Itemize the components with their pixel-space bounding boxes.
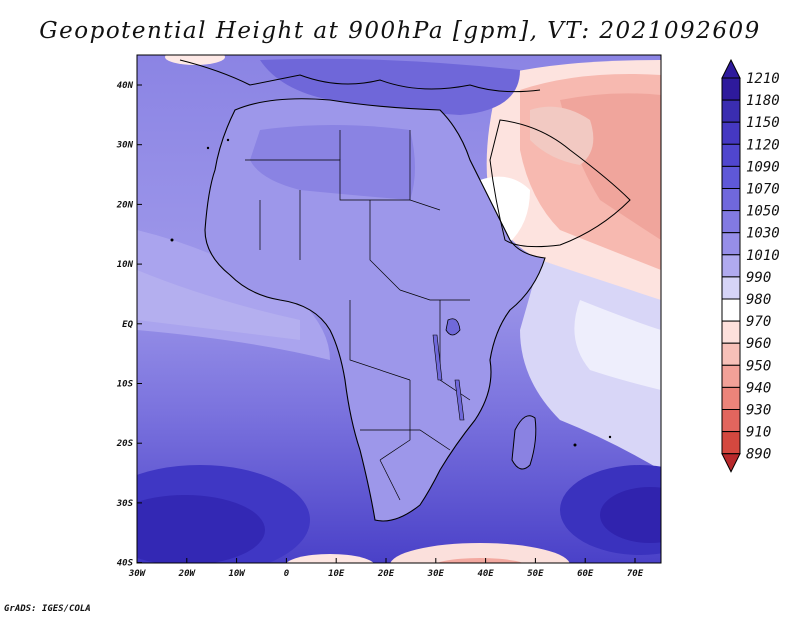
colorbar-swatch [721, 276, 741, 300]
colorbar-swatch [721, 409, 741, 433]
europe-coast [179, 59, 541, 93]
lake-victoria [445, 318, 461, 336]
colorbar-swatch [721, 386, 741, 410]
colorbar-swatch [721, 320, 741, 344]
grads-credit: GrADS: IGES/COLA [4, 604, 91, 614]
lat-tick-label: 10S [117, 380, 134, 390]
lon-tick-label: 10E [328, 569, 345, 579]
colorbar-swatch [721, 143, 741, 167]
colorbar-swatch [721, 77, 741, 101]
latitude-ticks: 40N 30N 20N 10N EQ 10S 20S 30S 40S [116, 81, 142, 569]
lon-tick-label: 20W [178, 569, 197, 579]
lat-tick-label: 20N [116, 200, 134, 210]
colorbar-label: 890 [746, 447, 771, 463]
lon-tick-label: 70E [627, 569, 644, 579]
arabia-outline [489, 119, 631, 248]
map-title: Geopotential Height at 900hPa [gpm], VT:… [39, 18, 761, 44]
colorbar-label: 1180 [746, 93, 780, 109]
lake-malawi [454, 379, 465, 421]
lat-tick-label: 40S [117, 559, 134, 569]
colorbar-label: 1150 [746, 115, 780, 131]
colorbar-label: 960 [746, 336, 771, 352]
lon-tick-label: 40E [477, 569, 494, 579]
colorbar: 1210 1180 1150 1120 1090 1070 1050 1030 1010 990 9… [721, 58, 780, 473]
colorbar-swatch [721, 188, 741, 212]
country-borders [245, 130, 471, 501]
southern-warm-patch [390, 543, 570, 563]
lon-tick-label: 0 [284, 569, 290, 579]
lat-tick-label: 30N [116, 141, 134, 151]
colorbar-swatch [721, 364, 741, 388]
lat-tick-label: 40N [117, 81, 134, 91]
colorbar-label: 1010 [746, 248, 780, 264]
lat-tick-label: 20S [116, 439, 134, 449]
colorbar-label: 910 [746, 425, 771, 441]
colorbar-swatch [721, 121, 741, 145]
lon-tick-label: 30E [427, 569, 445, 579]
colorbar-swatch [721, 254, 741, 278]
colorbar-swatch [721, 99, 741, 123]
lon-tick-label: 30W [128, 569, 147, 579]
colorbar-label: 1030 [746, 226, 780, 242]
colorbar-label: 1050 [746, 204, 780, 220]
colorbar-label: 940 [746, 380, 771, 396]
lon-tick-label: 10W [228, 569, 246, 579]
colorbar-label: 970 [746, 314, 771, 330]
colorbar-top-arrow [721, 58, 741, 79]
colorbar-label: 990 [746, 270, 771, 286]
colorbar-label: 1090 [746, 159, 780, 175]
colorbar-swatch [721, 431, 741, 455]
longitude-ticks: 30W 20W 10W 0 10E 20E 30E 40E 50E 60E 70E [128, 558, 644, 579]
colorbar-swatch [721, 298, 741, 322]
colorbar-swatch [721, 210, 741, 234]
lon-tick-label: 60E [577, 569, 594, 579]
lake-tanganyika [432, 334, 443, 381]
colorbar-label: 930 [746, 403, 771, 419]
lat-tick-label: EQ [122, 320, 133, 330]
colorbar-label: 980 [746, 292, 771, 308]
colorbar-label: 1070 [746, 182, 780, 198]
colorbar-label: 1120 [746, 137, 780, 153]
colorbar-label: 950 [746, 358, 771, 374]
colorbar-swatch [721, 165, 741, 189]
height-field [137, 55, 661, 563]
lon-tick-label: 20E [377, 569, 395, 579]
colorbar-label: 1210 [746, 71, 780, 87]
lon-tick-label: 50E [527, 569, 544, 579]
colorbar-swatch [721, 342, 741, 366]
colorbar-bottom-arrow [721, 453, 741, 473]
map-frame [136, 54, 662, 564]
colorbar-swatch [721, 232, 741, 256]
lat-tick-label: 30S [116, 499, 134, 509]
lat-tick-label: 10N [117, 260, 134, 270]
mediterranean-region [260, 58, 520, 115]
madagascar [511, 415, 537, 470]
